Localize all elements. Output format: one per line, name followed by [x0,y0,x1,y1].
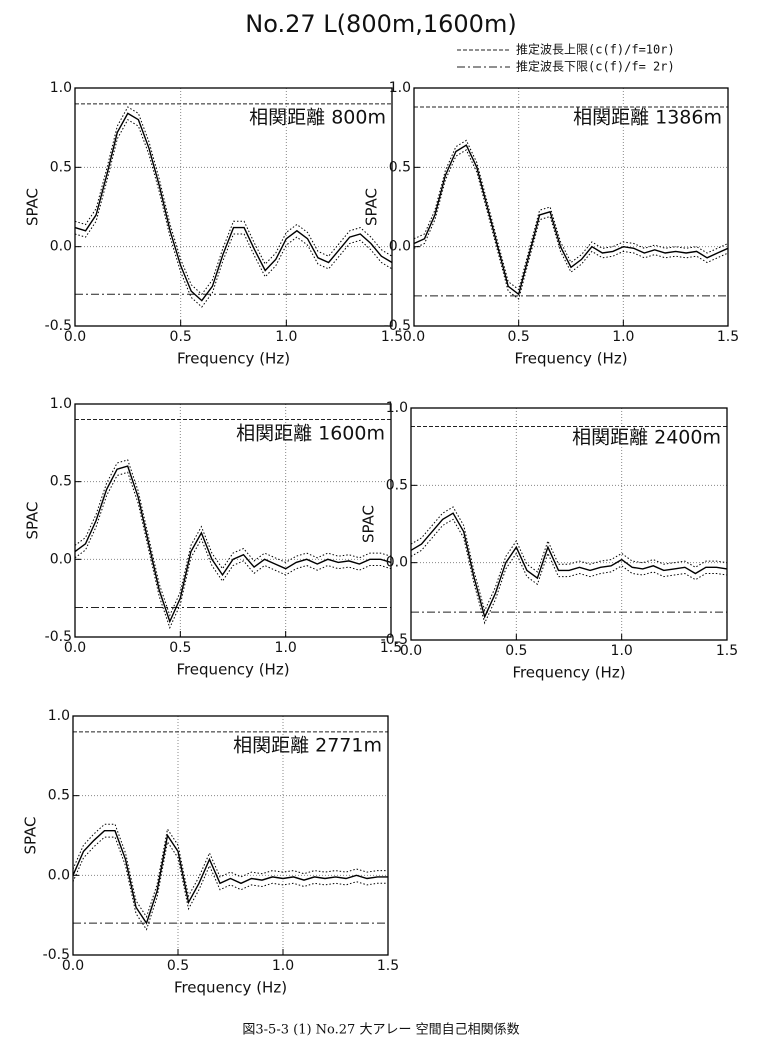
spac-line [72,830,388,925]
x-axis-label: Frequency (Hz) [176,661,289,679]
y-axis-label: SPAC [24,501,42,539]
legend-label: 推定波長下限(c(f)/f= 2r) [516,59,675,74]
x-tick-label: 1.0 [611,643,633,659]
y-tick-label: 0.5 [386,477,408,493]
y-tick-label: 1.0 [389,80,411,96]
annotation: 相関距離 1600m [236,423,385,445]
x-axis-label: Frequency (Hz) [514,350,627,368]
spac-line [72,823,388,918]
spac-line [74,112,393,302]
plot-frame [410,407,728,641]
x-tick-label: 0.0 [400,643,422,659]
y-axis-label: SPAC [363,188,381,226]
x-tick-label: 0.0 [403,329,425,345]
spac-line [74,465,392,624]
y-tick-label: 1.0 [50,80,72,96]
y-axis-label: SPAC [22,816,40,854]
plot-frame [74,403,392,638]
y-tick-label: 1.0 [50,396,72,412]
spac-line [410,518,728,625]
x-tick-label: 1.0 [612,329,634,345]
x-axis-label: Frequency (Hz) [512,664,625,682]
spac-line [74,459,392,617]
x-tick-label: 0.5 [167,958,189,974]
x-tick-label: 0.5 [508,329,530,345]
spac-line [74,471,392,630]
spac-line [74,106,393,296]
annotation: 相関距離 2771m [233,735,382,757]
annotation: 相関距離 2400m [572,427,721,449]
y-tick-label: 1.0 [48,708,70,724]
y-tick-label: -0.5 [384,318,411,334]
x-tick-label: 0.0 [64,329,86,345]
figure-title: No.27 L(800m,1600m) [245,10,516,38]
y-tick-label: 0.5 [48,788,70,804]
y-tick-label: 0.0 [50,239,72,255]
x-tick-label: 1.0 [272,958,294,974]
y-tick-label: -0.5 [45,629,72,645]
spac-line [413,144,729,296]
x-tick-label: 0.5 [170,329,192,345]
x-axis-label: Frequency (Hz) [177,350,290,368]
x-tick-label: 1.5 [716,643,738,659]
x-tick-label: 0.0 [64,640,86,656]
y-tick-label: 0.0 [389,239,411,255]
annotation: 相関距離 1386m [573,107,722,129]
spac-line [413,139,729,291]
spac-line [410,506,728,613]
x-tick-label: 0.5 [505,643,527,659]
x-tick-label: 0.0 [62,958,84,974]
x-tick-label: 0.5 [169,640,191,656]
plot-frame [72,715,389,956]
y-tick-label: 0.5 [389,159,411,175]
annotation: 相関距離 800m [249,107,386,129]
x-tick-label: 1.5 [381,329,403,345]
y-tick-label: 1.0 [386,400,408,416]
x-tick-label: 1.5 [377,958,399,974]
spac-line [72,836,388,931]
x-tick-label: 1.5 [717,329,739,345]
plot-frame [74,87,393,327]
spac-line [413,149,729,300]
figure-caption: 図3-5-3 (1) No.27 大アレー 空間自己相関係数 [242,1023,519,1038]
y-tick-label: 0.0 [50,551,72,567]
y-tick-label: 0.5 [50,474,72,490]
y-tick-label: -0.5 [43,947,70,963]
y-axis-label: SPAC [360,505,378,543]
x-tick-label: 1.0 [275,640,297,656]
y-tick-label: -0.5 [45,318,72,334]
spac-line [410,512,728,619]
legend-label: 推定波長上限(c(f)/f=10r) [516,42,675,57]
x-tick-label: 1.5 [380,640,402,656]
x-axis-label: Frequency (Hz) [174,979,287,997]
spac-line [74,119,393,308]
x-tick-label: 1.0 [275,329,297,345]
y-axis-label: SPAC [24,188,42,226]
y-tick-label: 0.0 [386,555,408,571]
y-tick-label: -0.5 [381,632,408,648]
y-tick-label: 0.0 [48,867,70,883]
plot-frame [413,87,729,327]
y-tick-label: 0.5 [50,159,72,175]
